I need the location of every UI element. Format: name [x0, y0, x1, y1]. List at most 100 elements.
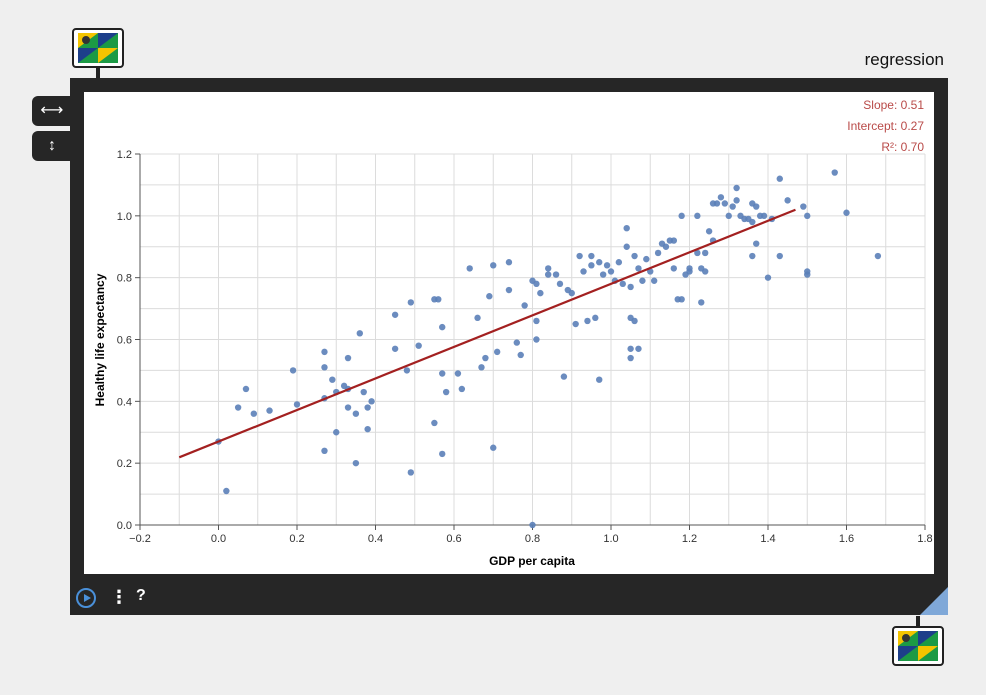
data-point — [356, 330, 363, 337]
data-point — [533, 317, 540, 325]
data-point — [576, 252, 583, 260]
data-point — [458, 385, 466, 393]
menu-button[interactable]: ⋮ — [110, 587, 128, 607]
r2-label: R²: 0.70 — [881, 140, 924, 154]
help-button[interactable]: ? — [136, 587, 146, 604]
data-point — [831, 169, 838, 176]
data-point — [627, 345, 634, 352]
data-point — [784, 197, 791, 204]
data-point — [776, 175, 783, 182]
data-point — [482, 354, 489, 362]
resize-vertical-button[interactable]: ↕ — [32, 131, 72, 161]
x-tick-label: 1.2 — [682, 533, 697, 545]
data-point — [753, 240, 760, 247]
data-point — [760, 212, 768, 220]
data-point — [344, 404, 352, 411]
data-point — [705, 228, 713, 235]
y-tick-label: 1.2 — [117, 149, 132, 161]
data-point — [643, 255, 650, 263]
tile-thumbnail-icon — [892, 626, 944, 666]
y-tick-label: 0.2 — [117, 458, 132, 470]
data-point — [293, 401, 301, 408]
tile-thumbnail-icon — [72, 28, 124, 68]
play-button[interactable] — [76, 588, 96, 608]
x-tick-label: 1.8 — [917, 533, 932, 545]
data-point — [596, 259, 603, 266]
data-point — [533, 336, 540, 343]
data-point — [407, 299, 415, 306]
x-tick-label: 0.8 — [525, 533, 540, 545]
data-point — [545, 271, 552, 278]
data-point — [415, 342, 422, 349]
y-tick-label: 0.6 — [117, 335, 132, 347]
data-point — [599, 271, 607, 278]
data-point — [329, 376, 336, 383]
data-point — [635, 345, 642, 352]
data-point — [627, 283, 634, 291]
data-point — [289, 367, 297, 374]
data-point — [619, 280, 626, 288]
tile-frame: −0.2 0.0 0.2 0.4 0.6 0.8 1.0 1.2 1.4 1.6 1.8 0.0 0.2… — [70, 78, 948, 615]
data-point — [537, 289, 544, 297]
data-point — [592, 314, 599, 322]
data-point — [352, 410, 360, 417]
data-point — [596, 376, 603, 383]
data-point — [631, 252, 638, 260]
data-point — [843, 209, 850, 216]
data-point — [627, 354, 634, 362]
data-point — [466, 265, 473, 272]
data-point — [623, 225, 630, 232]
y-tick-label: 0.0 — [117, 520, 132, 532]
data-point — [431, 419, 438, 427]
connector-stem — [96, 68, 100, 78]
data-point — [321, 364, 328, 371]
data-point — [639, 277, 646, 284]
data-point — [442, 388, 450, 396]
data-point — [439, 323, 446, 331]
data-point — [729, 203, 736, 210]
data-point — [513, 339, 520, 346]
data-point — [533, 280, 540, 288]
resize-horizontal-button[interactable]: ⟷ — [32, 96, 72, 126]
data-point — [874, 252, 882, 260]
data-point — [521, 302, 528, 309]
x-tick-label: 1.4 — [760, 533, 775, 545]
data-point — [529, 521, 536, 529]
data-point — [490, 444, 497, 451]
data-point — [407, 469, 415, 476]
data-point — [698, 299, 705, 306]
y-axis-label: Healthy life expectancy — [93, 273, 107, 406]
data-point — [702, 249, 709, 257]
data-point — [352, 459, 360, 467]
axes: −0.2 0.0 0.2 0.4 0.6 0.8 1.0 1.2 1.4 1.6 1.80.00.2… — [117, 149, 933, 545]
data-point — [588, 262, 595, 269]
data-point — [603, 262, 611, 269]
connector-stem — [916, 616, 920, 626]
data-point — [721, 200, 729, 207]
grid — [139, 153, 926, 526]
data-point — [662, 243, 670, 250]
data-point — [505, 259, 513, 266]
resize-corner-handle[interactable] — [920, 587, 948, 615]
data-point — [678, 296, 685, 303]
data-point — [364, 425, 371, 433]
data-point — [572, 320, 579, 328]
data-point — [560, 373, 568, 380]
data-point — [556, 280, 564, 288]
data-point — [223, 487, 230, 495]
vertical-arrows-icon: ↕ — [48, 137, 56, 154]
data-point — [670, 265, 677, 272]
data-point — [749, 252, 756, 260]
data-point — [568, 289, 575, 297]
data-point — [713, 200, 721, 207]
data-point — [764, 274, 772, 281]
data-point — [439, 370, 446, 377]
x-tick-label: 0.2 — [289, 533, 304, 545]
regression-line — [178, 208, 796, 459]
x-axis-label: GDP per capita — [489, 554, 575, 568]
data-point — [545, 265, 552, 272]
x-tick-label: 0.4 — [368, 533, 383, 545]
data-point — [360, 388, 367, 396]
data-point — [474, 314, 481, 322]
data-point — [623, 243, 630, 250]
